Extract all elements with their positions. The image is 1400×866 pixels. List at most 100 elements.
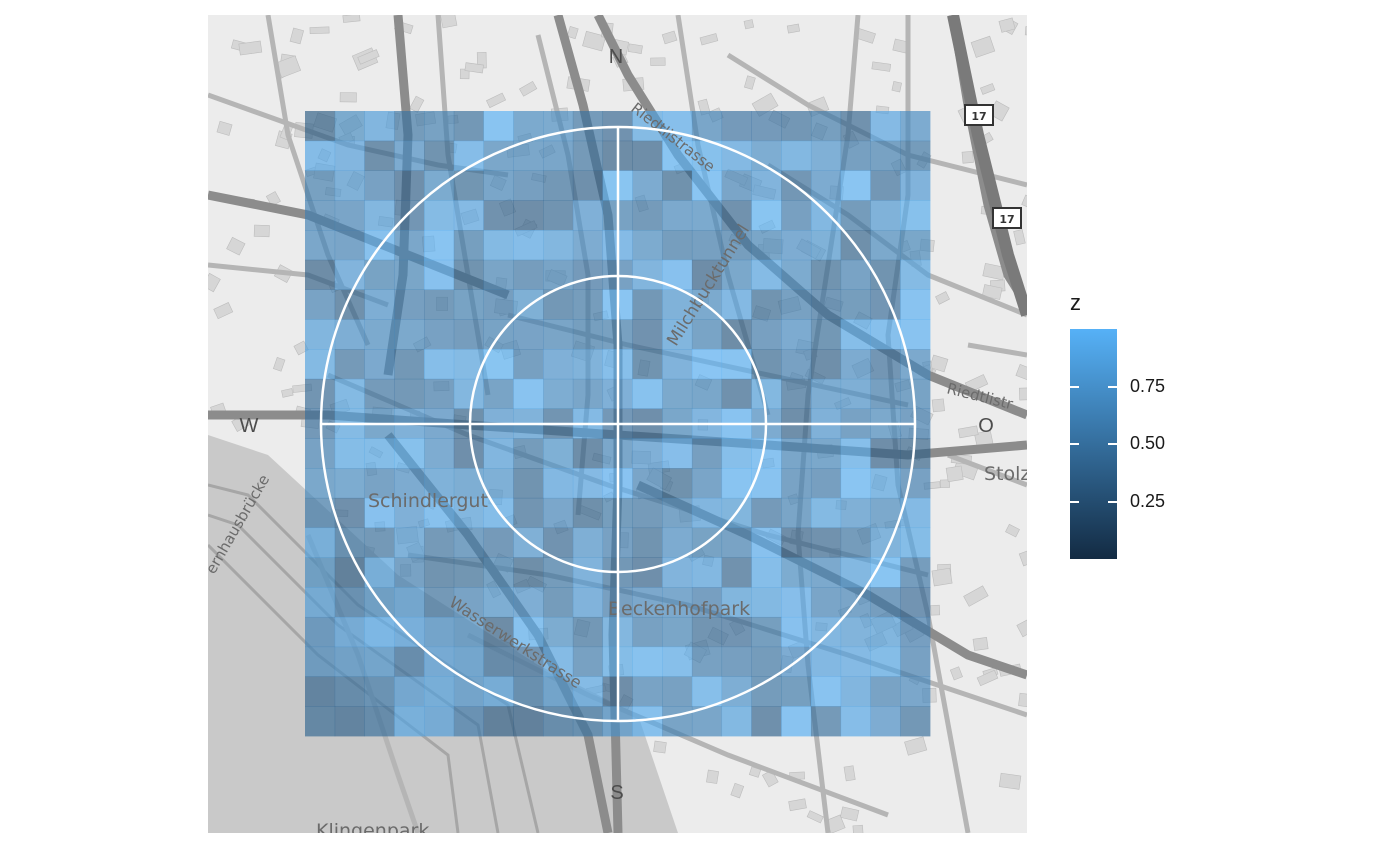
heatmap-cell xyxy=(781,706,812,737)
heatmap-cell xyxy=(364,289,395,320)
heatmap-cell xyxy=(305,111,336,142)
heatmap-cell xyxy=(662,616,693,648)
heatmap-cell xyxy=(632,646,663,677)
heatmap-cell xyxy=(781,438,812,469)
heatmap-cell xyxy=(691,646,723,677)
heatmap-cell xyxy=(781,468,812,499)
heatmap-cell xyxy=(810,587,842,618)
legend-tick-label: 0.25 xyxy=(1130,490,1166,511)
heatmap-cell xyxy=(483,706,514,737)
heatmap-cell xyxy=(691,438,723,469)
heatmap-cell xyxy=(810,378,842,410)
heatmap-cell xyxy=(543,557,574,588)
basemap-motorway xyxy=(947,15,1027,317)
heatmap-cell xyxy=(572,587,604,618)
heatmap-cell xyxy=(810,497,842,529)
heatmap-cell xyxy=(334,587,365,618)
heatmap-cell xyxy=(870,646,901,677)
heatmap-cell xyxy=(394,646,425,677)
heatmap-cell xyxy=(424,706,455,737)
heatmap-cell xyxy=(394,676,425,707)
heatmap-cell xyxy=(662,468,693,499)
heatmap-cell xyxy=(572,319,604,350)
heatmap-cell xyxy=(691,111,723,142)
heatmap-cell xyxy=(394,497,425,529)
heatmap-cell xyxy=(513,587,544,618)
heatmap-cell xyxy=(751,349,782,380)
heatmap-cell xyxy=(662,676,693,707)
heatmap-cell xyxy=(781,616,812,648)
heatmap-cell xyxy=(691,319,723,350)
heatmap-cell xyxy=(751,438,782,469)
heatmap-cell xyxy=(751,111,782,142)
heatmap-cell xyxy=(394,200,425,231)
heatmap-cell xyxy=(305,587,336,618)
heatmap-cell xyxy=(513,319,544,350)
heatmap-cell xyxy=(305,438,336,469)
heatmap-cell xyxy=(364,646,395,677)
heatmap-cell xyxy=(870,616,901,648)
heatmap-cell xyxy=(840,140,871,171)
heatmap-cell xyxy=(543,587,574,618)
heatmap-cell xyxy=(364,140,395,171)
road-shield-2: 17 xyxy=(992,207,1022,229)
heatmap-cell xyxy=(334,111,365,142)
place-label-stolz: Stolz xyxy=(984,463,1027,485)
heatmap-cell xyxy=(781,111,812,142)
heatmap-cell xyxy=(543,676,574,707)
heatmap-cell xyxy=(513,170,544,201)
heatmap-cell xyxy=(810,676,842,707)
heatmap-cell xyxy=(662,319,693,350)
heatmap-cell xyxy=(781,230,812,261)
heatmap-cell xyxy=(662,646,693,677)
heatmap-cell xyxy=(721,111,752,142)
heatmap-cell xyxy=(483,587,514,618)
heatmap-cell xyxy=(751,646,782,677)
heatmap-cell xyxy=(870,378,901,410)
heatmap-cell xyxy=(453,319,484,350)
heatmap-cell xyxy=(453,587,484,618)
heatmap-cell xyxy=(572,349,604,380)
heatmap-cell xyxy=(305,140,336,171)
heatmap-cell xyxy=(781,140,812,171)
heatmap-cell xyxy=(781,378,812,410)
heatmap-cell xyxy=(900,557,931,588)
heatmap-cell xyxy=(543,438,574,469)
heatmap-cell xyxy=(364,706,395,737)
heatmap-cell xyxy=(751,378,782,410)
heatmap-cell xyxy=(513,140,544,171)
heatmap-cell xyxy=(572,557,604,588)
heatmap-cell xyxy=(483,230,514,261)
heatmap-cell xyxy=(513,676,544,707)
heatmap-cell xyxy=(870,438,901,469)
heatmap-cell xyxy=(513,497,544,529)
heatmap-cell xyxy=(662,140,693,171)
heatmap-cell xyxy=(840,527,871,558)
heatmap-cell xyxy=(632,111,663,142)
legend-tick-mark xyxy=(1108,443,1117,445)
heatmap-cell xyxy=(632,140,663,171)
heatmap-cell xyxy=(453,706,484,737)
heatmap-cell xyxy=(662,438,693,469)
heatmap-cell xyxy=(453,646,484,677)
heatmap-cell xyxy=(543,319,574,350)
heatmap-cell xyxy=(424,259,455,290)
compass-labels: N S W O xyxy=(240,46,994,804)
heatmap-cell xyxy=(632,438,663,469)
heatmap-cell xyxy=(394,587,425,618)
heatmap-cell xyxy=(810,557,842,588)
heatmap-cell xyxy=(840,349,871,380)
heatmap-cell xyxy=(424,557,455,588)
heatmap-cell xyxy=(840,438,871,469)
heatmap-cell xyxy=(810,230,842,261)
heatmap-cell xyxy=(424,616,455,648)
heatmap-cell xyxy=(840,259,871,290)
heatmap-cell xyxy=(572,170,604,201)
map-panel[interactable]: Riedtlistrasse Milchbucktunnel Wasserwer… xyxy=(208,15,1027,833)
heatmap-cell xyxy=(364,527,395,558)
heatmap-cell xyxy=(721,438,752,469)
heatmap-cell xyxy=(572,527,604,558)
heatmap-cell xyxy=(632,230,663,261)
heatmap-cell xyxy=(543,170,574,201)
heatmap-cell xyxy=(662,587,693,618)
